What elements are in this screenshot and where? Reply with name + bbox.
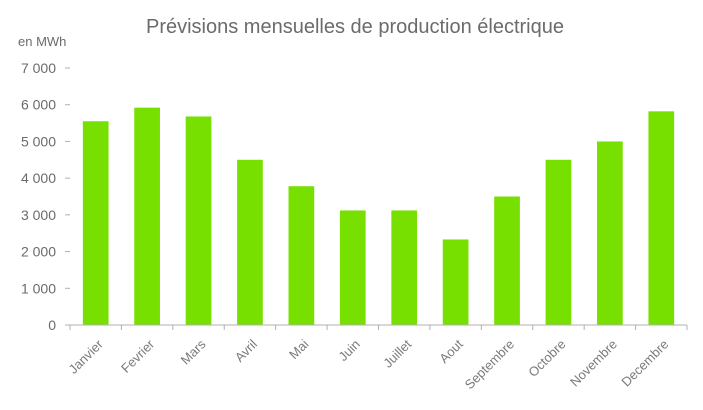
x-tick-label: Novembre (567, 337, 620, 390)
y-tick-label: 6 000 (21, 97, 56, 113)
y-axis: 0 1 000 2 000 3 000 4 000 5 000 6 000 7 000 (21, 60, 70, 333)
y-tick-label: 3 000 (21, 207, 56, 223)
x-tick-label: Juin (335, 337, 362, 364)
y-tick-label: 5 000 (21, 133, 56, 149)
y-tick-label: 4 000 (21, 170, 56, 186)
bar-aout (442, 239, 469, 325)
bar-fevrier (134, 107, 160, 325)
bar-septembre (494, 196, 520, 325)
bar-juillet (391, 210, 418, 325)
x-tick-label: Avril (232, 336, 260, 364)
bar-novembre (597, 141, 623, 325)
y-axis-unit-label: en MWh (18, 34, 66, 49)
y-tick-label: 7 000 (21, 60, 56, 76)
bar-mars (185, 116, 212, 325)
x-tick-label: Decembre (618, 337, 671, 390)
y-tick-label: 2 000 (21, 244, 56, 260)
y-tick-label: 0 (48, 317, 56, 333)
chart-title: Prévisions mensuelles de production élec… (146, 16, 564, 38)
bar-avril (237, 159, 263, 325)
bar-mai (288, 186, 315, 325)
bar-octobre (545, 159, 572, 325)
bar-janvier (82, 121, 109, 325)
x-tick-label: Juillet (380, 336, 414, 370)
bar-juin (339, 210, 366, 325)
y-tick-label: 1 000 (21, 280, 56, 296)
x-axis: Janvier Fevrier Mars Avril Mai Juin Juillet Aou… (66, 325, 688, 393)
bar-decembre (648, 111, 675, 325)
x-tick-label: Fevrier (118, 336, 158, 376)
x-tick-label: Janvier (66, 336, 107, 377)
x-tick-label: Aout (436, 336, 466, 366)
bar-series (82, 107, 675, 325)
x-tick-label: Octobre (525, 337, 568, 380)
x-tick-label: Mars (178, 336, 209, 367)
x-tick-label: Septembre (462, 337, 518, 393)
x-tick-label: Mai (286, 336, 311, 361)
